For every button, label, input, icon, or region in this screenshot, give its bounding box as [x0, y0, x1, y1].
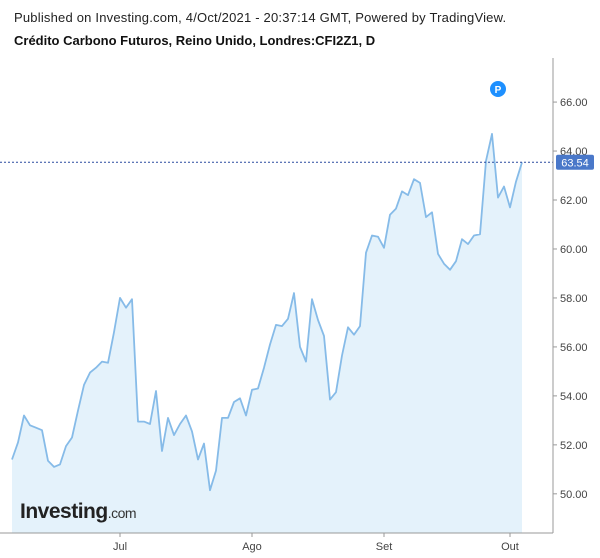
y-tick-label: 52.00: [560, 440, 588, 452]
last-price-label: 63.54: [561, 157, 589, 169]
last-price-badge: 63.54: [556, 154, 594, 170]
price-line: [11, 132, 523, 492]
y-axis: 50.0052.0054.0056.0058.0060.0062.0064.00…: [553, 97, 588, 501]
x-axis: Jul Ago Set Out: [113, 533, 519, 553]
y-tick-label: 62.00: [560, 195, 588, 207]
area-fill: [12, 133, 522, 533]
y-tick-label: 56.00: [560, 342, 588, 354]
x-tick-label: Ago: [242, 541, 262, 553]
y-tick-label: 66.00: [560, 97, 588, 109]
x-tick-label: Out: [501, 541, 519, 553]
logo-brand: Investing: [20, 500, 108, 523]
marker-circle[interactable]: [490, 81, 506, 97]
chart-title: Crédito Carbono Futuros, Reino Unido, Lo…: [14, 33, 376, 48]
published-line: Published on Investing.com, 4/Oct/2021 -…: [14, 10, 507, 25]
marker-label: P: [495, 85, 502, 96]
y-tick-label: 50.00: [560, 489, 588, 501]
y-tick-label: 58.00: [560, 293, 588, 305]
event-marker[interactable]: P: [490, 81, 506, 97]
svg-text:Investing.com: Investing.com: [20, 500, 136, 523]
x-tick-label: Set: [376, 541, 393, 553]
investing-logo: Investing.com: [20, 500, 137, 523]
last-price-badge-bg: [556, 154, 594, 170]
x-tick-label: Jul: [113, 541, 127, 553]
y-tick-label: 60.00: [560, 244, 588, 256]
y-tick-label: 54.00: [560, 391, 588, 403]
logo-suffix: .com: [108, 505, 136, 521]
